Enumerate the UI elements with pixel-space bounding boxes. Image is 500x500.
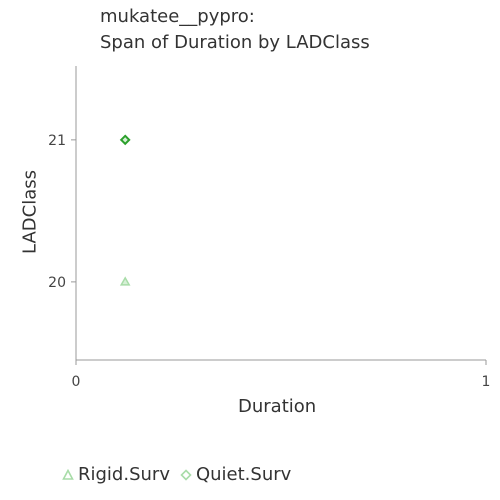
y-axis-label: LADClass bbox=[19, 170, 41, 254]
legend-label-rigid: Rigid.Surv bbox=[78, 464, 170, 485]
data-point-quiet-surv bbox=[119, 134, 131, 146]
triangle-icon bbox=[62, 468, 74, 480]
legend-item-rigid[interactable]: Rigid.Surv bbox=[62, 464, 170, 485]
x-tick-label: 0 bbox=[72, 374, 81, 390]
y-tick-label: 21 bbox=[48, 133, 66, 149]
chart-title: mukatee__pypro: bbox=[100, 6, 255, 27]
legend-item-quiet[interactable]: Quiet.Surv bbox=[180, 464, 291, 485]
data-point-rigid-surv bbox=[119, 276, 131, 286]
legend: Rigid.Surv Quiet.Surv bbox=[62, 464, 291, 485]
y-tick-label: 20 bbox=[48, 275, 66, 291]
legend-label-quiet: Quiet.Surv bbox=[195, 464, 292, 485]
x-tick-label: 1 bbox=[482, 374, 491, 390]
x-axis-label: Duration bbox=[238, 396, 317, 417]
chart-subtitle: Span of Duration by LADClass bbox=[100, 32, 370, 53]
diamond-icon bbox=[180, 468, 192, 481]
